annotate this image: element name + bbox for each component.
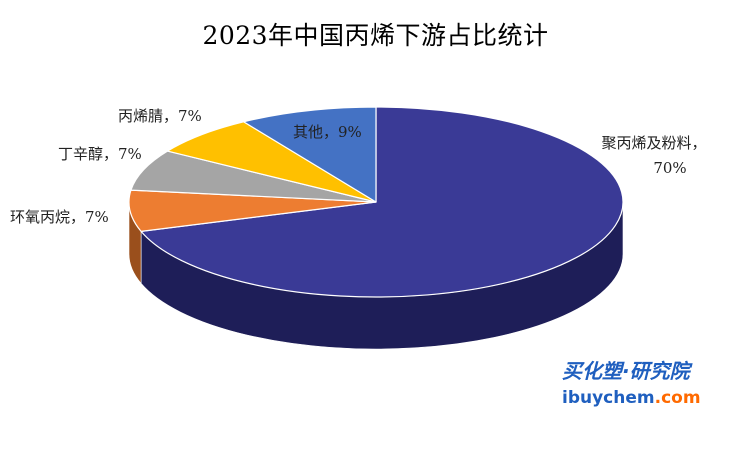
pie-label-丁辛醇: 丁辛醇，7% bbox=[58, 145, 142, 163]
pie-label-其他: 其他，9% bbox=[293, 123, 362, 141]
watermark-cn-text: 买化塑·研究院 bbox=[562, 359, 694, 383]
pie-slice-丙烯腈 bbox=[166, 121, 377, 203]
pie-label-value: 70% bbox=[653, 159, 686, 177]
pie-label-name: 聚丙烯及粉料， bbox=[601, 134, 706, 152]
chart-title: 2023年中国丙烯下游占比统计 bbox=[202, 21, 549, 50]
watermark-en-text: ibuychem.com bbox=[562, 388, 701, 408]
pie-label-聚丙烯及粉料: 聚丙烯及粉料， 70% bbox=[601, 134, 706, 177]
pie-label-丙烯腈: 丙烯腈，7% bbox=[118, 107, 202, 125]
pie-label-环氧丙烷: 环氧丙烷，7% bbox=[10, 208, 109, 226]
pie-slice-聚丙烯及粉料 bbox=[140, 106, 624, 298]
pie-slice-丁辛醇 bbox=[130, 150, 377, 203]
pie-slice-其他 bbox=[243, 106, 377, 203]
pie-slice-环氧丙烷 bbox=[128, 189, 377, 232]
pie-labels: 聚丙烯及粉料， 70% 环氧丙烷，7% 丁辛醇，7% 丙烯腈，7% 其他，9% bbox=[10, 107, 707, 226]
watermark-en-suffix: .com bbox=[655, 388, 701, 408]
pie-slices bbox=[128, 106, 624, 298]
watermark-en-prefix: ibuychem bbox=[562, 388, 655, 408]
watermark: 买化塑·研究院 ibuychem.com bbox=[562, 359, 701, 408]
